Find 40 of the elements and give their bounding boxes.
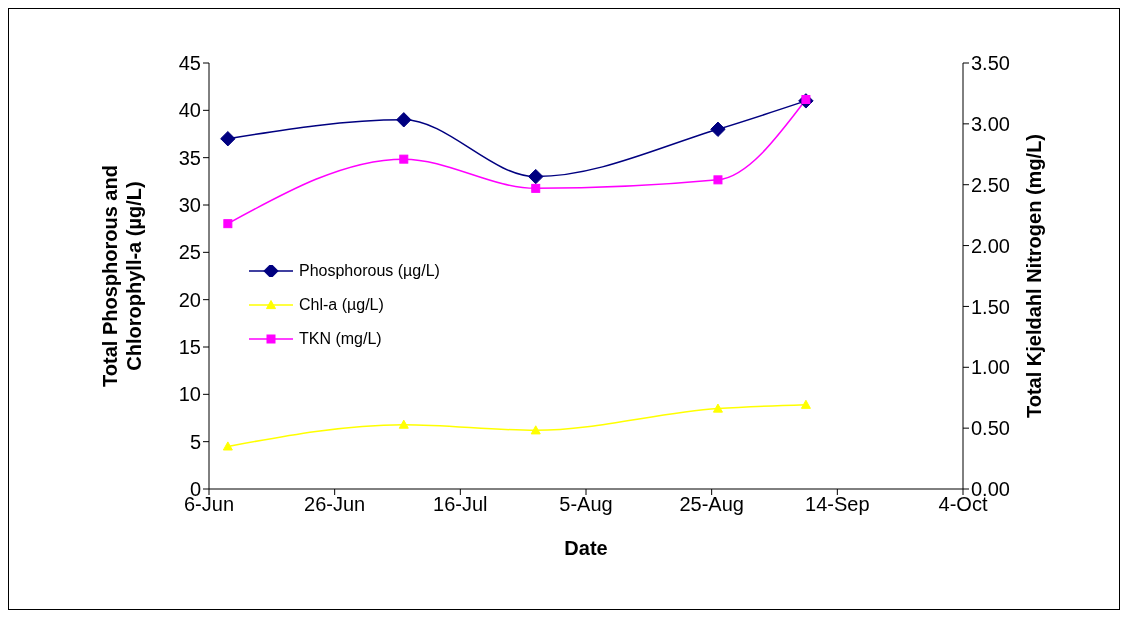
- point: [531, 183, 541, 193]
- y-tick-label: 30: [178, 194, 201, 217]
- x-tick-label: 26-Jun: [304, 493, 366, 516]
- legend-label: Phosphorous (µg/L): [299, 262, 440, 280]
- point: [713, 175, 723, 185]
- y2-tick-label: 2.50: [971, 173, 1010, 196]
- x-tick-label: 14-Sep: [805, 493, 870, 516]
- point: [396, 112, 412, 128]
- y2-tick-label: 0.50: [971, 417, 1010, 440]
- y2-tick-label: 1.50: [971, 295, 1010, 318]
- x-tick-label: 25-Aug: [679, 493, 744, 516]
- y-tick-label: 35: [178, 146, 201, 169]
- y2-tick-label: 3.00: [971, 112, 1010, 135]
- x-tick-label: 16-Jul: [433, 493, 488, 516]
- y2-tick-label: 1.00: [971, 356, 1010, 379]
- y-tick-label: 40: [178, 99, 201, 122]
- y2-tick-label: 2.00: [971, 234, 1010, 257]
- y2-axis-title: Total Kjeldahl Nitrogen (mg/L): [1023, 133, 1045, 419]
- point: [530, 425, 541, 435]
- point: [398, 419, 409, 429]
- point: [710, 121, 726, 137]
- y-tick-label: 45: [178, 52, 201, 75]
- point: [220, 131, 236, 147]
- y-tick-label: 10: [178, 383, 201, 406]
- point: [800, 399, 811, 409]
- y-tick-label: 5: [189, 430, 201, 453]
- y2-tick-label: 3.50: [971, 52, 1010, 75]
- y-tick-label: 25: [178, 241, 201, 264]
- y-axis-title: Total Phosphorous and Chlorophyll-a (µg/L): [99, 165, 145, 387]
- x-axis-title: Date: [564, 537, 608, 559]
- y-tick-label: 15: [178, 336, 201, 359]
- legend-label: Chl-a (µg/L): [299, 296, 384, 314]
- x-tick-label: 5-Aug: [559, 493, 613, 516]
- point: [528, 168, 544, 185]
- point: [399, 154, 409, 164]
- point: [712, 403, 723, 413]
- legend-label: TKN (mg/L): [299, 330, 382, 348]
- y-tick-label: 20: [178, 288, 201, 311]
- point: [223, 219, 233, 229]
- point: [222, 441, 233, 451]
